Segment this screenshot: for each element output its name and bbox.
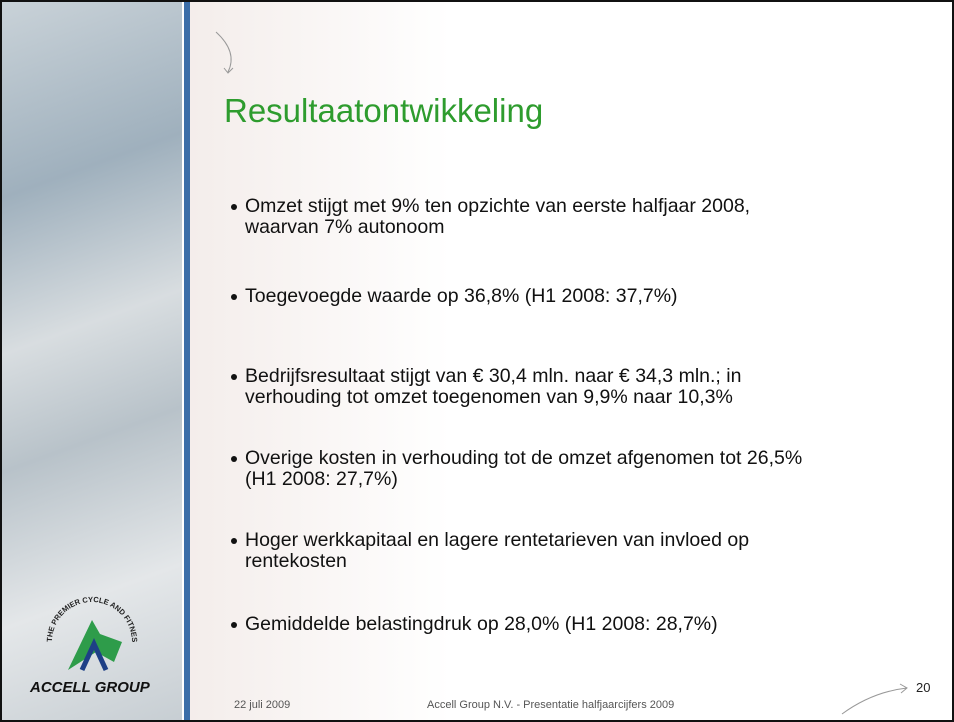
- bullet-dot: [231, 294, 237, 300]
- bullet-line: (H1 2008: 27,7%): [231, 469, 802, 490]
- bullet-dot: [231, 204, 237, 210]
- bullet: Overige kosten in verhouding tot de omze…: [231, 448, 802, 490]
- bullet-line: rentekosten: [231, 551, 749, 572]
- bullet: Toegevoegde waarde op 36,8% (H1 2008: 37…: [231, 286, 678, 307]
- footer-date: 22 juli 2009: [234, 699, 290, 711]
- bullet-line: Hoger werkkapitaal en lagere rentetariev…: [231, 530, 749, 551]
- arrow: [216, 32, 233, 73]
- logo-name: ACCELL GROUP: [29, 679, 151, 696]
- bullet: Gemiddelde belastingdruk op 28,0% (H1 20…: [231, 614, 718, 635]
- bullet-dot: [231, 622, 237, 628]
- bullet-line: waarvan 7% autonoom: [231, 217, 750, 238]
- logo-ring-text: THE PREMIER CYCLE AND FITNESS GROUP: [2, 2, 139, 643]
- slide: THE PREMIER CYCLE AND FITNESS GROUP ACCE…: [0, 0, 954, 722]
- arrow: [842, 684, 907, 714]
- page: THE PREMIER CYCLE AND FITNESS GROUP ACCE…: [0, 0, 954, 722]
- slide-title: Resultaatontwikkeling: [224, 92, 543, 130]
- footer-text: Accell Group N.V. - Presentatie halfjaar…: [427, 699, 674, 711]
- logo-ring: THE PREMIER CYCLE AND FITNESS GROUP: [2, 2, 139, 643]
- bullet-dot: [231, 456, 237, 462]
- bullet: Hoger werkkapitaal en lagere rentetariev…: [231, 530, 749, 572]
- bullet-line: verhouding tot omzet toegenomen van 9,9%…: [231, 387, 741, 408]
- bullet-line: Gemiddelde belastingdruk op 28,0% (H1 20…: [231, 614, 718, 635]
- bullet-line: Toegevoegde waarde op 36,8% (H1 2008: 37…: [231, 286, 678, 307]
- bullet: Omzet stijgt met 9% ten opzichte van eer…: [231, 196, 750, 238]
- bullet-line: Omzet stijgt met 9% ten opzichte van eer…: [231, 196, 750, 217]
- bullet-dot: [231, 374, 237, 380]
- bullet: Bedrijfsresultaat stijgt van € 30,4 mln.…: [231, 366, 741, 408]
- bullet-dot: [231, 538, 237, 544]
- bullet-line: Overige kosten in verhouding tot de omze…: [231, 448, 802, 469]
- page-number: 20: [916, 680, 930, 695]
- bullet-line: Bedrijfsresultaat stijgt van € 30,4 mln.…: [231, 366, 741, 387]
